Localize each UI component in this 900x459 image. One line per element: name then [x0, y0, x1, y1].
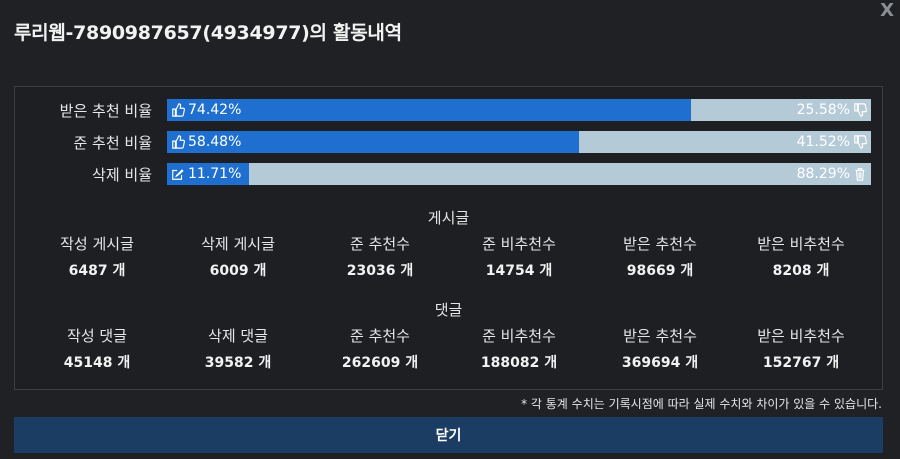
ratio-bar: 11.71% 88.29%: [167, 163, 871, 185]
disclaimer-note: * 각 통계 수치는 기록시점에 따라 실제 수치와 차이가 있을 수 있습니다…: [521, 397, 882, 411]
stat-item: 삭제 댓글 39582 개: [168, 325, 308, 372]
close-icon[interactable]: X: [880, 0, 894, 21]
stat-item: 받은 비추천수 8208 개: [731, 233, 871, 280]
stat-item: 준 추천수 262609 개: [310, 325, 450, 372]
ratio-bar: 74.42% 25.58%: [167, 99, 871, 121]
posts-section-title: 게시글: [427, 209, 470, 227]
stat-label: 받은 추천수: [623, 327, 697, 345]
stat-value: 23036 개: [346, 263, 414, 279]
stat-label: 삭제 게시글: [201, 235, 275, 253]
close-button[interactable]: 닫기: [14, 417, 883, 453]
stat-value: 45148 개: [63, 355, 131, 371]
thumbs-down-icon: [854, 135, 867, 149]
ratio-label: 준 추천 비율: [73, 134, 152, 152]
ratio-left-value: 11.71%: [188, 166, 242, 182]
stat-item: 삭제 게시글 6009 개: [168, 233, 308, 280]
stat-item: 받은 비추천수 152767 개: [731, 325, 871, 372]
ratio-right-value: 88.29%: [796, 166, 850, 182]
stat-value: 98669 개: [626, 263, 694, 279]
ratio-fill: [167, 131, 579, 153]
trash-icon: [855, 168, 865, 181]
stat-item: 준 비추천수 188082 개: [449, 325, 589, 372]
stat-item: 받은 추천수 98669 개: [590, 233, 730, 280]
stat-value: 14754 개: [485, 263, 553, 279]
stat-item: 준 비추천수 14754 개: [449, 233, 589, 280]
stat-value: 262609 개: [341, 355, 419, 371]
stat-value: 8208 개: [772, 263, 830, 279]
ratio-label: 삭제 비율: [92, 166, 152, 184]
stat-value: 39582 개: [204, 355, 272, 371]
stat-label: 준 추천수: [350, 235, 410, 253]
stat-label: 작성 댓글: [67, 327, 127, 345]
stat-value: 369694 개: [621, 355, 699, 371]
thumbs-down-icon: [854, 103, 867, 117]
ratio-right-value: 41.52%: [796, 134, 850, 150]
stat-value: 6487 개: [68, 263, 126, 279]
stat-label: 준 비추천수: [482, 327, 556, 345]
edit-icon: [172, 169, 184, 180]
stat-label: 준 추천수: [350, 327, 410, 345]
stat-item: 작성 게시글 6487 개: [27, 233, 167, 280]
stat-value: 188082 개: [480, 355, 558, 371]
stats-panel: 받은 추천 비율 74.42% 25.58% 준 추천 비율 58.48% 41…: [14, 86, 883, 390]
ratio-fill: [167, 163, 250, 185]
ratio-left-value: 74.42%: [188, 102, 242, 118]
stat-label: 작성 게시글: [60, 235, 134, 253]
ratio-row-given: 준 추천 비율 58.48% 41.52%: [15, 131, 882, 153]
ratio-row-received: 받은 추천 비율 74.42% 25.58%: [15, 99, 882, 121]
ratio-left-value: 58.48%: [188, 134, 242, 150]
ratio-fill: [167, 99, 691, 121]
stat-item: 받은 추천수 369694 개: [590, 325, 730, 372]
stat-label: 삭제 댓글: [208, 327, 268, 345]
stat-label: 받은 비추천수: [757, 327, 845, 345]
thumbs-up-icon: [172, 135, 185, 149]
stat-label: 받은 추천수: [623, 235, 697, 253]
stat-item: 준 추천수 23036 개: [310, 233, 450, 280]
dialog-title: 루리웹-7890987657(4934977)의 활동내역: [14, 22, 402, 44]
comments-section-title: 댓글: [434, 301, 463, 319]
stat-label: 받은 비추천수: [757, 235, 845, 253]
stat-value: 152767 개: [762, 355, 840, 371]
ratio-bar: 58.48% 41.52%: [167, 131, 871, 153]
stat-item: 작성 댓글 45148 개: [27, 325, 167, 372]
stat-value: 6009 개: [209, 263, 267, 279]
stat-label: 준 비추천수: [482, 235, 556, 253]
ratio-row-deleted: 삭제 비율 11.71% 88.29%: [15, 163, 882, 185]
ratio-label: 받은 추천 비율: [59, 102, 152, 120]
thumbs-up-icon: [172, 103, 185, 117]
ratio-right-value: 25.58%: [796, 102, 850, 118]
